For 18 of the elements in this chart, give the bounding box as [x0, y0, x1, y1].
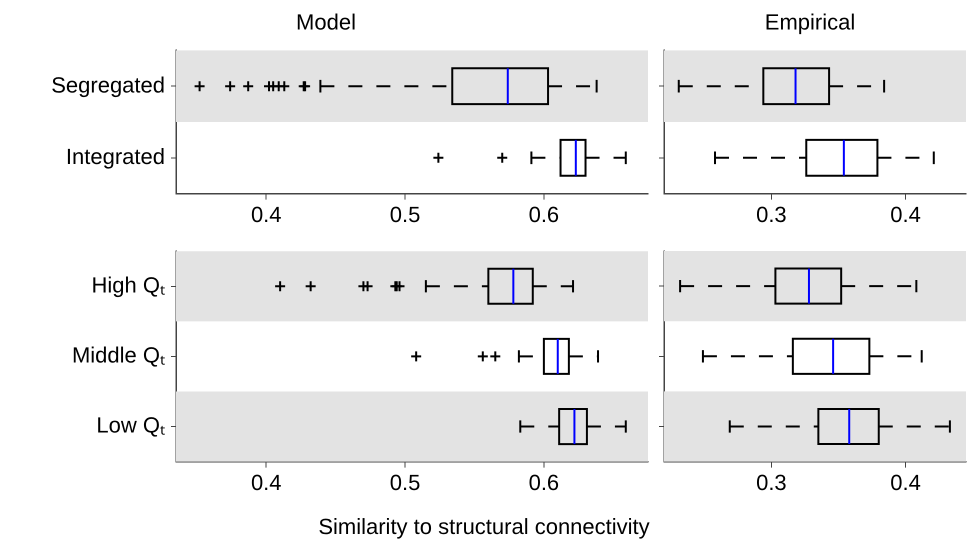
x-tick-label: 0.4: [890, 470, 921, 495]
x-tick-label: 0.4: [890, 202, 921, 227]
chart-title: Empirical: [764, 9, 856, 34]
x-tick-label: 0.6: [528, 202, 560, 227]
y-tick-label: Middle Qₜ: [72, 342, 165, 368]
chart-title: Model: [296, 9, 356, 34]
x-tick-label: 0.3: [756, 470, 787, 495]
y-tick-label: High Qₜ: [92, 272, 165, 298]
y-tick-label: Low Qₜ: [96, 412, 165, 438]
x-tick-label: 0.5: [390, 202, 420, 227]
x-tick-label: 0.5: [390, 470, 420, 495]
x-axis-title: Similarity to structural connectivity: [317, 514, 651, 540]
y-tick-label: Integrated: [66, 144, 165, 169]
x-tick-label: 0.6: [528, 470, 560, 495]
x-tick-label: 0.4: [250, 470, 282, 495]
x-tick-label: 0.4: [250, 202, 282, 227]
y-tick-label: Segregated: [51, 72, 165, 98]
x-tick-label: 0.3: [756, 202, 787, 227]
